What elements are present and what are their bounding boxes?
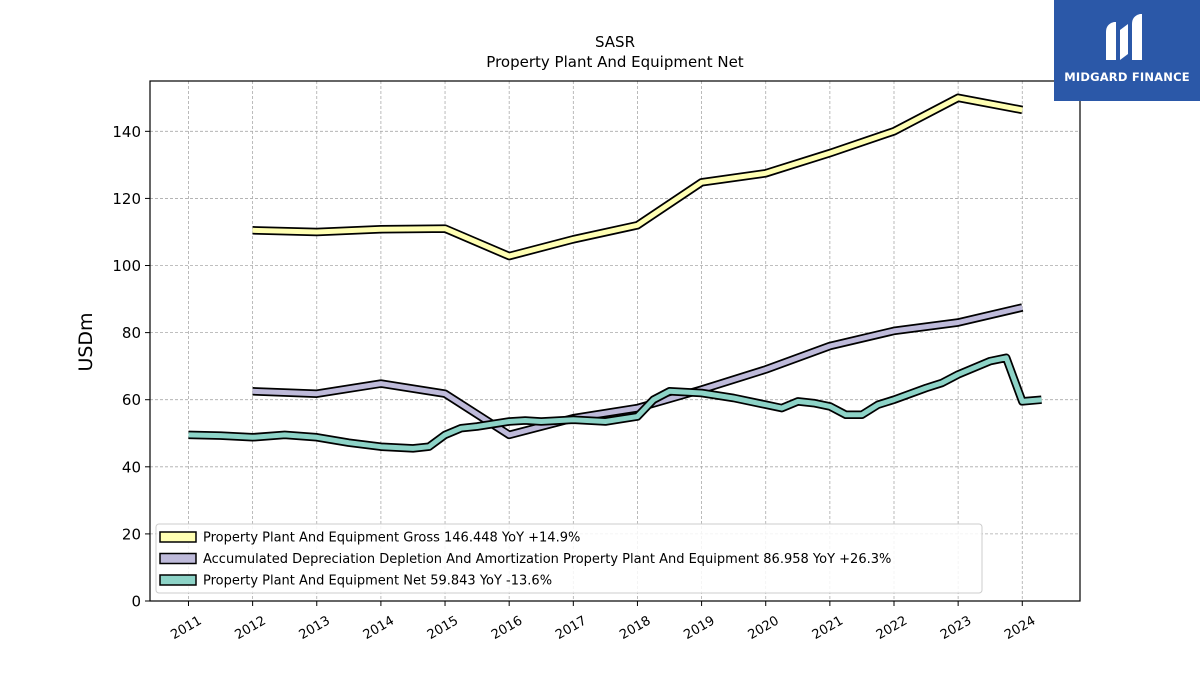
legend-swatch-2: [159, 552, 197, 565]
legend-label-1: Property Plant And Equipment Gross 146.4…: [203, 531, 580, 546]
midgard-logo-icon: [1106, 14, 1142, 60]
x-tick-label: 2012: [232, 613, 268, 643]
x-axis: 2011 2012 2013 2014 2015 2016 2017 2018 2019 2020…: [168, 601, 1038, 643]
x-tick-label: 2023: [938, 613, 974, 643]
y-tick-label: 60: [122, 391, 141, 409]
y-axis-label: USDm: [75, 312, 97, 371]
y-tick-label: 100: [112, 257, 141, 275]
series-line-3: [188, 355, 1042, 451]
y-tick-label: 120: [112, 190, 141, 208]
x-tick-label: 2016: [489, 613, 525, 643]
brand-logo: MIDGARD FINANCE: [1054, 0, 1200, 101]
x-tick-label: 2021: [810, 613, 846, 643]
chart-title: SASR: [595, 33, 635, 51]
y-tick-label: 20: [122, 525, 141, 543]
chart-subtitle: Property Plant And Equipment Net: [486, 53, 743, 71]
legend: Property Plant And Equipment Gross 146.4…: [155, 523, 983, 594]
y-tick-label: 80: [122, 324, 141, 342]
x-tick-label: 2015: [425, 613, 461, 643]
x-tick-label: 2019: [681, 613, 717, 643]
x-tick-label: 2013: [297, 613, 333, 643]
series-line-1: [252, 95, 1023, 259]
y-tick-label: 40: [122, 458, 141, 476]
legend-swatch-3: [159, 574, 197, 586]
x-tick-label: 2024: [1002, 613, 1038, 643]
grid: [150, 81, 1080, 602]
x-tick-label: 2020: [746, 613, 782, 643]
x-tick-label: 2017: [553, 613, 589, 643]
x-tick-label: 2018: [617, 613, 653, 643]
legend-label-2: Accumulated Depreciation Depletion And A…: [203, 552, 891, 567]
x-tick-label: 2011: [168, 613, 204, 643]
y-tick-label: 140: [112, 123, 141, 141]
brand-name: MIDGARD FINANCE: [1064, 70, 1190, 84]
x-tick-label: 2022: [874, 613, 910, 643]
series-line-2: [252, 305, 1023, 438]
x-tick-label: 2014: [361, 613, 397, 643]
legend-label-3: Property Plant And Equipment Net 59.843 …: [203, 574, 552, 589]
plot-frame: [149, 80, 1081, 602]
legend-swatch-1: [159, 531, 197, 543]
y-axis: 0 20 40 60 80 100 120 140: [112, 123, 150, 611]
series-layer: [188, 93, 1042, 453]
y-tick-label: 0: [131, 593, 141, 611]
legend-box: [155, 523, 983, 594]
